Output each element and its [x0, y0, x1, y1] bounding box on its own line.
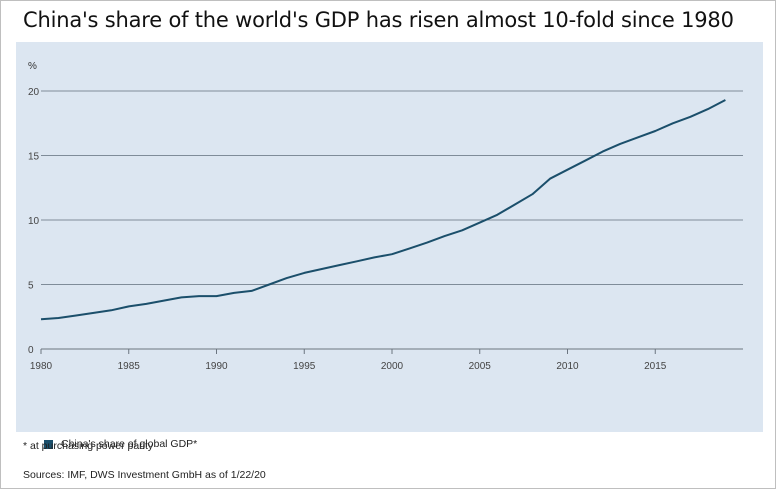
line-chart: % 0 5 10 15 20 1980 1985 1990 1995 2000 2005 2010 2…	[28, 61, 743, 372]
y-tick-label: 10	[28, 216, 40, 227]
footnote: * at purchasing power parity	[23, 440, 154, 452]
legend-swatch	[44, 439, 53, 449]
x-tick-label: 1985	[118, 361, 141, 372]
x-tick-label: 2015	[644, 361, 667, 372]
x-tick-label: 1995	[293, 361, 316, 372]
y-tick-label: 15	[28, 152, 40, 163]
y-tick-label: 5	[28, 281, 34, 292]
x-tick-label: 2005	[469, 361, 492, 372]
series-line-china-gdp-share	[40, 99, 726, 321]
x-tick-label: 1980	[30, 361, 53, 372]
figure-title: China's share of the world's GDP has ris…	[23, 8, 734, 32]
x-tick-label: 2010	[556, 361, 579, 372]
y-tick-label: 20	[28, 87, 40, 98]
chart-panel: % 0 5 10 15 20 1980 1985 1990 1995 2000 2005 2010 2…	[16, 42, 763, 450]
x-tick-label: 1990	[205, 361, 228, 372]
y-tick-label: 0	[28, 345, 34, 356]
legend-label: China's share of global GDP*	[61, 438, 198, 450]
sources-note: Sources: IMF, DWS Investment GmbH as of …	[23, 469, 266, 481]
y-axis-unit-label: %	[28, 61, 37, 72]
chart-legend: China's share of global GDP*	[44, 438, 197, 450]
x-tick-label: 2000	[381, 361, 404, 372]
